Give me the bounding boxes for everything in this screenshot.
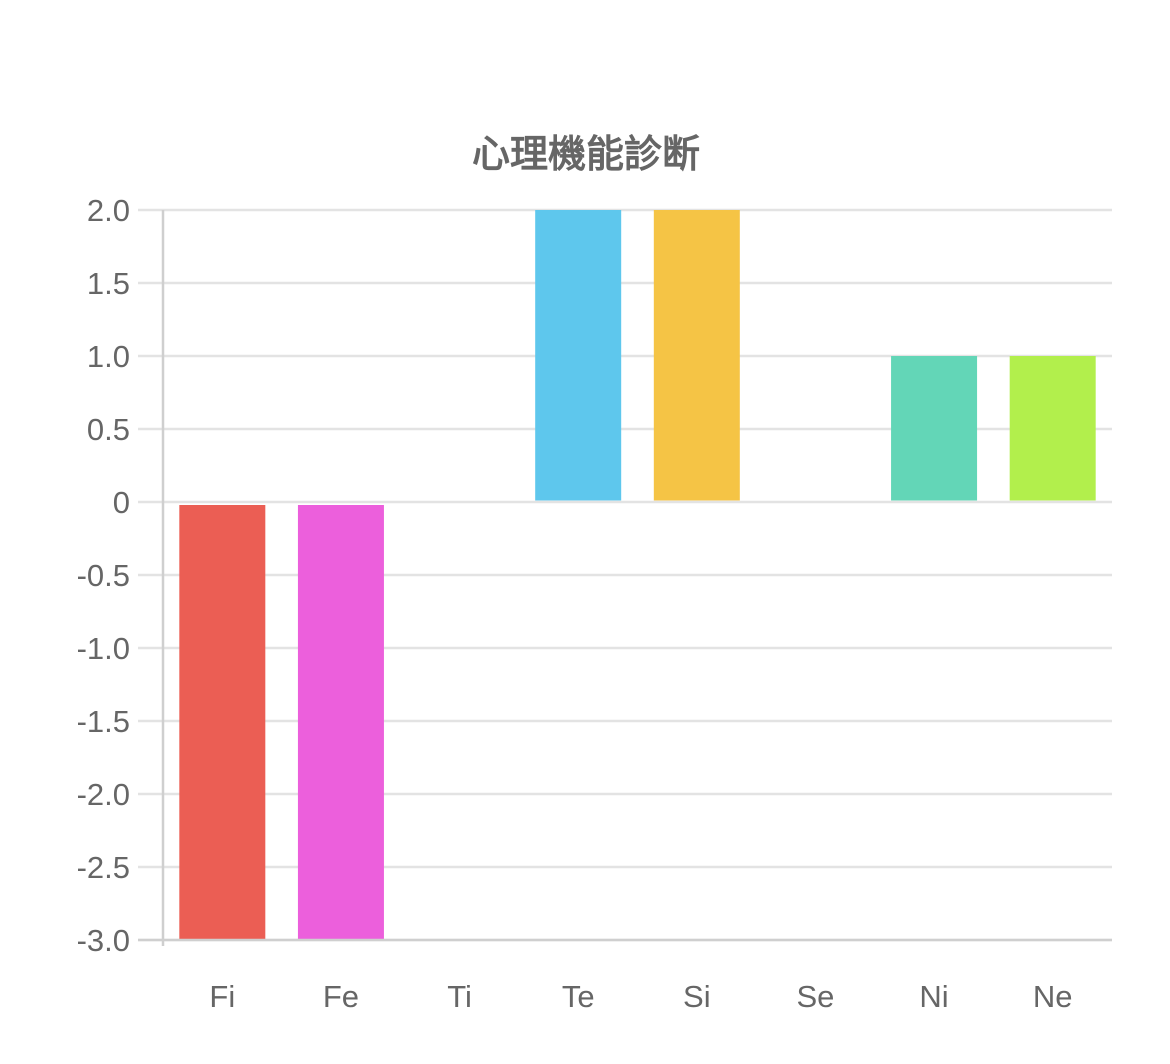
- bar-te[interactable]: [535, 210, 622, 501]
- x-tick-label: Ti: [447, 979, 472, 1014]
- y-tick-label: -2.5: [77, 850, 130, 885]
- bar-ne[interactable]: [1009, 356, 1096, 501]
- axes: [138, 210, 1112, 946]
- bar-ni[interactable]: [891, 356, 978, 501]
- y-tick-label: -0.5: [77, 558, 130, 593]
- y-tick-label: -2.0: [77, 777, 130, 812]
- x-tick-label: Si: [683, 979, 711, 1014]
- x-tick-label: Ni: [919, 979, 948, 1014]
- x-tick-label: Ne: [1033, 979, 1073, 1014]
- x-tick-label: Se: [796, 979, 834, 1014]
- x-tick-label: Te: [562, 979, 595, 1014]
- bars: [179, 210, 1096, 940]
- y-tick-label: 0.5: [87, 412, 130, 447]
- bar-si[interactable]: [653, 210, 740, 501]
- y-tick-label: -3.0: [77, 923, 130, 958]
- y-tick-label: 0: [113, 485, 130, 520]
- x-tick-label: Fe: [323, 979, 359, 1014]
- chart-title: 心理機能診断: [472, 132, 700, 176]
- bar-fi[interactable]: [179, 505, 266, 940]
- y-tick-label: 1.5: [87, 266, 130, 301]
- gridlines: [138, 208, 1112, 942]
- y-tick-label: -1.0: [77, 631, 130, 666]
- x-axis-ticks: Fi Fe Ti Te Si Se Ni Ne: [209, 979, 1072, 1014]
- y-tick-label: 1.0: [87, 339, 130, 374]
- y-tick-label: -1.5: [77, 704, 130, 739]
- bar-fe[interactable]: [297, 505, 384, 940]
- y-axis-ticks: 2.0 1.5 1.0 0.5 0 -0.5 -1.0 -1.5 -2.0 -2.5 -3.0: [77, 193, 130, 958]
- y-tick-label: 2.0: [87, 193, 130, 228]
- x-tick-label: Fi: [209, 979, 235, 1014]
